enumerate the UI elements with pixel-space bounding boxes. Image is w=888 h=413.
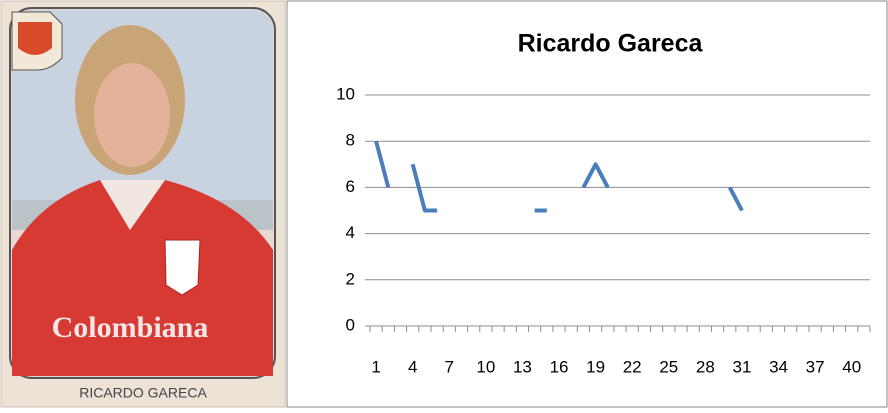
y-tick-label: 2 bbox=[346, 269, 355, 288]
x-tick-label: 28 bbox=[696, 357, 715, 376]
collar bbox=[100, 180, 165, 230]
y-tick-label: 6 bbox=[346, 177, 355, 196]
x-tick-label: 4 bbox=[408, 357, 417, 376]
chart-area bbox=[286, 0, 888, 408]
badge bbox=[18, 22, 52, 55]
x-tick-label: 25 bbox=[659, 357, 678, 376]
y-tick-label: 4 bbox=[346, 223, 355, 242]
x-tick-label: 7 bbox=[445, 357, 454, 376]
chart-title: Ricardo Gareca bbox=[518, 30, 704, 58]
shirt bbox=[12, 180, 273, 376]
series-line bbox=[374, 140, 744, 213]
y-tick-label: 8 bbox=[346, 131, 355, 150]
shirt-logo: Colombiana bbox=[52, 311, 209, 344]
crest bbox=[164, 239, 201, 296]
x-tick-label: 40 bbox=[842, 357, 861, 376]
x-tick-label: 31 bbox=[732, 357, 751, 376]
face bbox=[94, 63, 170, 167]
y-tick-label: 10 bbox=[336, 84, 355, 103]
sticker-card: Colombiana RICARDO GARECA bbox=[0, 0, 286, 408]
x-tick-label: 34 bbox=[769, 357, 788, 376]
x-tick-label: 1 bbox=[371, 357, 380, 376]
x-tick-label: 10 bbox=[476, 357, 495, 376]
x-tick-label: 37 bbox=[806, 357, 825, 376]
card-caption: RICARDO GARECA bbox=[79, 385, 207, 401]
x-tick-label: 19 bbox=[586, 357, 605, 376]
x-tick-label: 16 bbox=[550, 357, 569, 376]
x-tick-label: 22 bbox=[623, 357, 642, 376]
x-tick-label: 13 bbox=[513, 357, 532, 376]
y-tick-label: 0 bbox=[346, 315, 355, 334]
